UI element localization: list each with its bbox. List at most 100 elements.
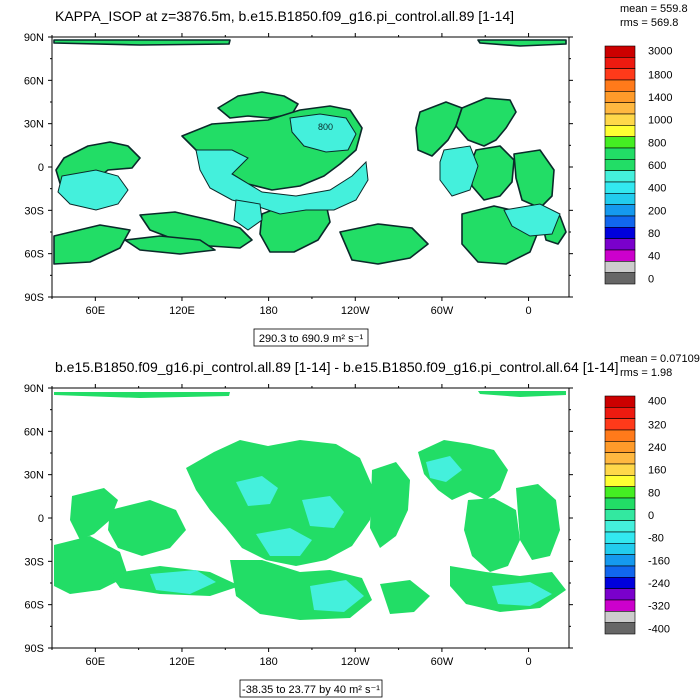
colorbar-label: -400	[648, 623, 670, 635]
x-tick-label: 120E	[169, 656, 195, 668]
colorbar-swatch	[604, 531, 636, 544]
colorbar-swatch	[604, 204, 636, 217]
colorbar-swatch	[604, 565, 636, 578]
panel-2-axes: 90N 60N 30N 0 30S 60S 90S 60E 120E 180 120W 60W 0	[24, 383, 573, 668]
colorbar-label: 800	[648, 137, 666, 149]
colorbar-swatch	[604, 429, 636, 442]
colorbar-swatch	[604, 215, 636, 228]
p2-land-west	[70, 488, 118, 540]
y-tick-label: 90S	[24, 292, 44, 304]
x-tick-label: 60E	[86, 305, 106, 317]
y-tick-label: 90N	[24, 383, 44, 395]
colorbar-swatch	[604, 486, 636, 499]
arctic-strip-1	[53, 39, 231, 46]
panel-1-range-box	[253, 328, 369, 347]
colorbar-swatch	[604, 407, 636, 419]
panel-1-mean: mean = 559.8	[620, 3, 688, 15]
p2-arctic-strip-1	[54, 392, 230, 398]
x-tick-label: 120W	[341, 656, 370, 668]
p2-land-east-north	[418, 440, 508, 500]
ocean-patch-west	[57, 169, 129, 211]
x-tick-label: 180	[259, 305, 277, 317]
ocean-patch-north	[289, 113, 357, 153]
p2-cyan-4	[150, 570, 216, 594]
x-tick-label: 60W	[431, 656, 454, 668]
y-tick-label: 30N	[24, 119, 44, 131]
p2-cyan-3	[256, 528, 312, 556]
panel-1-rms: rms = 569.8	[620, 17, 678, 29]
panel-2-rms: rms = 1.98	[620, 367, 672, 379]
colorbar-label: 1400	[648, 92, 672, 104]
colorbar-label: 80	[648, 487, 660, 499]
panel-1-map: 800	[53, 39, 567, 265]
p2-land-low-mid	[380, 580, 430, 614]
y-tick-label: 60N	[24, 75, 44, 87]
panel-2-title: b.e15.B1850.f09_g16.pi_control.all.89 [1…	[55, 359, 619, 375]
panel-2-map	[54, 391, 566, 620]
x-tick-label: 0	[526, 305, 532, 317]
colorbar-label: -80	[648, 533, 664, 545]
colorbar-swatch	[604, 622, 636, 635]
p2-cyan-1	[236, 476, 278, 506]
p2-land-left-low	[54, 536, 128, 594]
colorbar-label: 0	[648, 273, 654, 285]
p2-land-east-mid	[464, 498, 520, 572]
x-tick-label: 120E	[169, 305, 195, 317]
colorbar-label: 400	[648, 183, 666, 195]
p2-land-central-right	[370, 462, 410, 548]
p2-cyan-2	[302, 496, 344, 528]
x-tick-label: 60W	[431, 305, 454, 317]
colorbar-swatch	[604, 452, 636, 465]
p2-land-west-mid	[108, 500, 186, 556]
colorbar-swatch	[604, 227, 636, 239]
colorbar-swatch	[604, 125, 636, 137]
colorbar-swatch	[604, 588, 636, 601]
colorbar-swatch	[604, 159, 636, 171]
y-tick-label: 90N	[24, 32, 44, 44]
colorbar-label: -320	[648, 601, 670, 613]
colorbar-swatch	[604, 509, 636, 521]
colorbar-swatch	[604, 102, 636, 115]
colorbar-label: 0	[648, 510, 654, 522]
land-greenland	[415, 101, 463, 157]
panel-2-range-label: -38.35 to 23.77 by 40 m² s⁻¹	[242, 684, 380, 696]
colorbar-swatch	[604, 261, 636, 273]
p2-arctic-strip-2	[478, 391, 566, 397]
colorbar-swatch	[604, 577, 636, 589]
x-tick-label: 60E	[86, 656, 106, 668]
y-tick-label: 0	[38, 513, 44, 525]
colorbar-swatch	[604, 395, 636, 408]
panel-1: KAPPA_ISOP at z=3876.5m, b.e15.B1850.f09…	[24, 3, 688, 347]
y-tick-label: 30N	[24, 470, 44, 482]
land-north-central	[217, 91, 299, 119]
y-tick-label: 60N	[24, 426, 44, 438]
panel-2-mean: mean = 0.07109	[620, 353, 700, 365]
colorbar-label: 240	[648, 442, 666, 454]
colorbar-swatch	[604, 497, 636, 510]
colorbar-swatch	[604, 147, 636, 160]
ocean-patch-central-big	[195, 149, 369, 215]
land-s-indian	[139, 211, 253, 249]
panel-1-range-label: 290.3 to 690.9 m² s⁻¹	[259, 333, 364, 345]
colorbar-swatch	[604, 57, 636, 69]
ocean-patch-south	[233, 199, 263, 231]
colorbar-swatch	[604, 68, 636, 81]
colorbar-label: 200	[648, 205, 666, 217]
colorbar-label: 1800	[648, 69, 672, 81]
y-tick-label: 60S	[24, 249, 44, 261]
p2-cyan-6	[492, 582, 552, 606]
colorbar-swatch	[604, 238, 636, 251]
land-sw-strip	[53, 224, 131, 265]
colorbar-swatch	[604, 272, 636, 285]
colorbar-label: 80	[648, 228, 660, 240]
colorbar-label: 160	[648, 465, 666, 477]
y-tick-label: 0	[38, 162, 44, 174]
x-tick-label: 0	[526, 656, 532, 668]
colorbar-label: -240	[648, 578, 670, 590]
x-tick-label: 180	[259, 656, 277, 668]
colorbar-swatch	[604, 249, 636, 262]
colorbar-label: 600	[648, 160, 666, 172]
land-antarctic-strip	[124, 235, 216, 255]
